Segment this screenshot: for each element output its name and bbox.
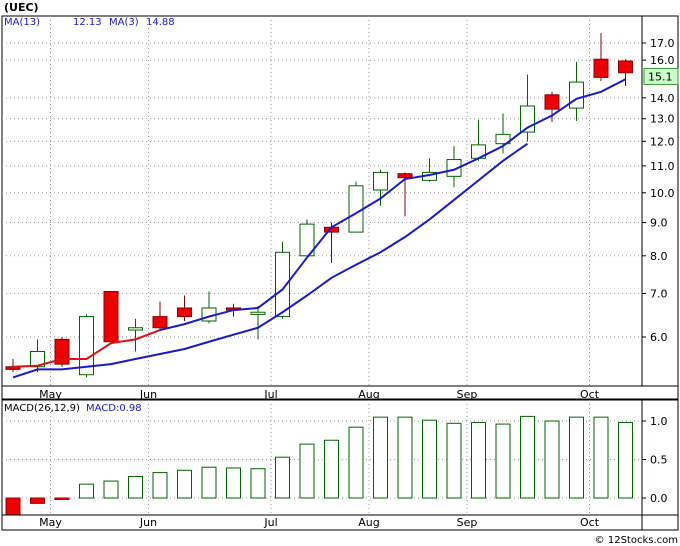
price-tick-label: 14.0 <box>650 92 675 105</box>
candle-body <box>177 307 192 318</box>
macd-tick-label: 1.0 <box>650 415 668 428</box>
price-tick-label: 10.0 <box>650 187 675 200</box>
price-tick-label: 11.0 <box>650 160 675 173</box>
macd-histogram <box>5 415 633 516</box>
macd-bar <box>128 475 143 499</box>
macd-month-label: Sep <box>457 516 478 529</box>
macd-gridlines <box>2 400 642 515</box>
macd-bar <box>324 439 339 499</box>
macd-bar <box>618 422 633 499</box>
macd-bar <box>422 419 437 499</box>
macd-bar <box>544 420 560 499</box>
candle-body <box>152 316 168 329</box>
macd-month-label: Jul <box>263 516 277 529</box>
month-label: Jun <box>139 388 157 401</box>
macd-bar <box>446 422 462 499</box>
month-axis: May May Jun Jun Jul Jul Aug Aug Sep Sep Oct Oct <box>39 388 600 529</box>
month-label: Jul <box>263 388 277 401</box>
candle-body <box>593 58 609 78</box>
candle-body <box>54 338 70 365</box>
price-tick-label: 13.0 <box>650 113 675 126</box>
macd-bar <box>226 467 241 499</box>
price-tick-label: 6.0 <box>650 331 668 344</box>
candle-body <box>299 223 315 257</box>
macd-bar <box>79 483 94 499</box>
candle-body <box>397 173 413 179</box>
price-tick-label: 12.0 <box>650 135 675 148</box>
macd-month-label: Jun <box>139 516 157 529</box>
macd-bar <box>373 416 388 499</box>
ticker-label: (UEC) <box>4 1 39 14</box>
month-label: Oct <box>580 388 600 401</box>
macd-bar <box>593 416 609 499</box>
macd-bar <box>471 422 486 499</box>
price-tick-label: 9.0 <box>650 217 668 230</box>
price-tick-label: 8.0 <box>650 250 668 263</box>
ma-line-segment <box>12 329 161 368</box>
credit-text: © 12Stocks.com <box>595 535 678 546</box>
candle-body <box>544 94 560 110</box>
ma-line <box>159 78 626 332</box>
macd-label: MACD(26,12,9) <box>4 403 80 414</box>
candle-body <box>569 81 584 109</box>
price-tick-label: 16.0 <box>650 54 675 67</box>
candle-body <box>103 290 119 343</box>
macd-bar <box>569 416 584 499</box>
last-price-text: 15.1 <box>648 70 673 83</box>
macd-bar <box>152 472 168 499</box>
month-label: May <box>39 388 62 401</box>
ma13-value: 12.13 <box>73 17 102 28</box>
macd-panel-frame <box>1 399 679 531</box>
macd-month-label: Oct <box>580 516 600 529</box>
macd-bar <box>495 423 511 499</box>
macd-bar <box>348 426 364 499</box>
candle-body <box>79 316 94 376</box>
macd-axis: 1.0 0.5 0.0 <box>2 400 678 530</box>
candle-body <box>373 171 388 191</box>
macd-bar <box>103 480 119 499</box>
candle-body <box>30 350 45 368</box>
macd-value-label: MACD:0.98 <box>86 403 142 414</box>
macd-bar <box>520 415 535 499</box>
macd-bar <box>201 466 217 499</box>
ma13-label: MA(13) <box>4 17 40 28</box>
macd-month-label: May <box>39 516 62 529</box>
macd-bar <box>275 456 290 499</box>
macd-month-label: Aug <box>358 516 379 529</box>
candle-body <box>275 251 290 318</box>
macd-bar <box>397 416 413 499</box>
last-price-box <box>643 67 679 85</box>
candle-body <box>618 60 633 74</box>
macd-bar <box>30 497 45 504</box>
candle-body <box>446 159 462 177</box>
macd-bar <box>177 469 192 499</box>
candlesticks <box>5 33 633 378</box>
ma-line <box>12 142 529 379</box>
month-label: Aug <box>358 388 379 401</box>
last-price-tag: 15.1 <box>643 67 679 85</box>
candle-body <box>250 311 266 315</box>
price-axis: 17.0 16.0 14.0 13.0 12.0 11.0 10.0 9.0 8.0 7.0 6.0 <box>2 16 678 387</box>
candle-body <box>495 133 511 145</box>
macd-bar <box>299 443 315 499</box>
macd-bar <box>250 468 266 499</box>
macd-tick-label: 0.0 <box>650 492 668 505</box>
month-label: Sep <box>457 388 478 401</box>
ma3-label: MA(3) <box>109 17 139 28</box>
price-tick-label: 17.0 <box>650 37 675 50</box>
macd-bar <box>54 497 70 501</box>
price-gridlines <box>2 16 642 386</box>
candle-body <box>348 185 364 233</box>
moving-average-lines <box>12 78 626 379</box>
price-tick-label: 7.0 <box>650 287 668 300</box>
macd-tick-label: 0.5 <box>650 454 668 467</box>
ma3-value: 14.88 <box>146 17 175 28</box>
macd-bar <box>5 497 21 516</box>
candle-body <box>128 327 143 331</box>
